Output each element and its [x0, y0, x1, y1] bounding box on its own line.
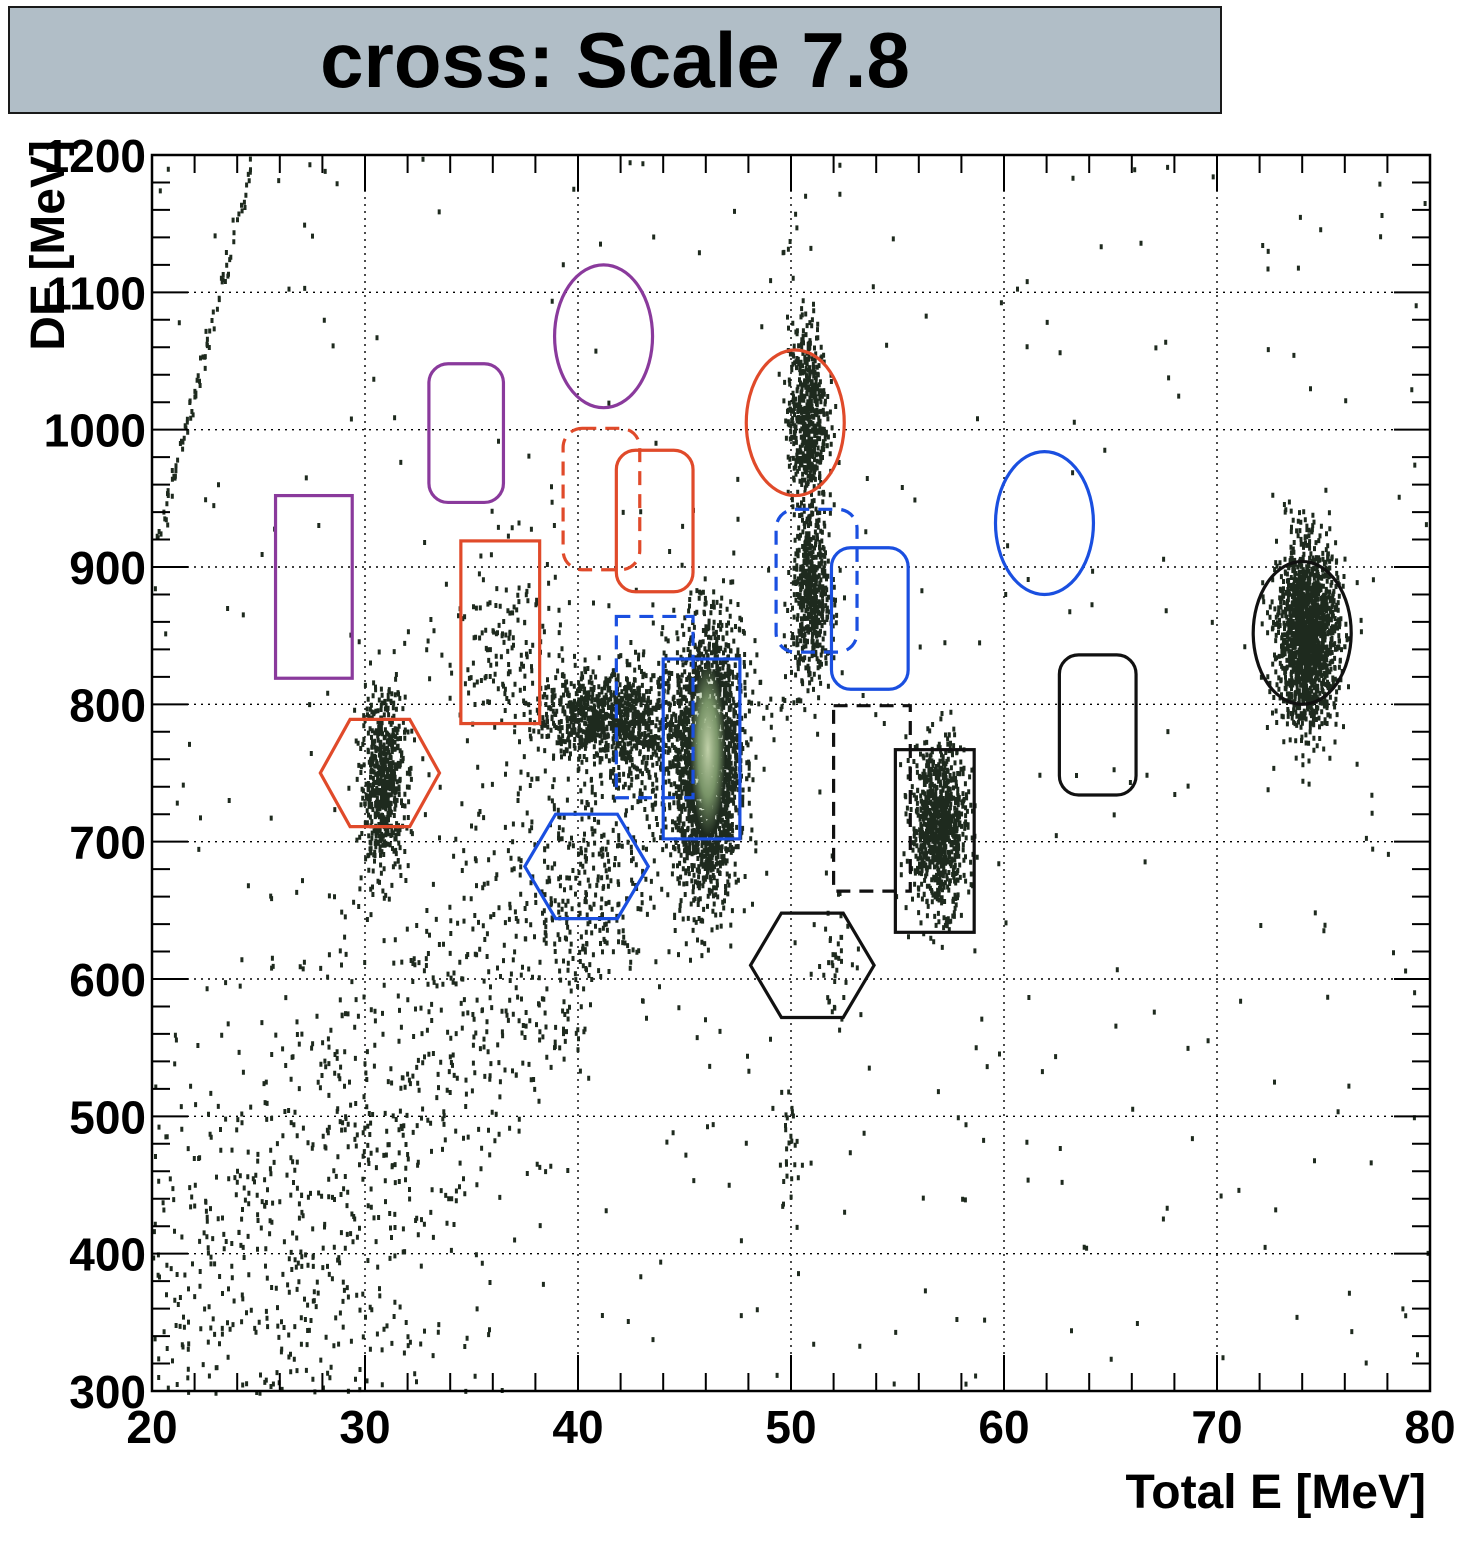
tick-labels: 20 30 40 50 60 70 80 300 400 500 600 700 800 900 1000 1… [44, 130, 1456, 1453]
x-tick-label: 80 [1404, 1401, 1455, 1453]
x-tick-label: 40 [552, 1401, 603, 1453]
gate-hexagon-blue [522, 812, 651, 921]
y-tick-label: 1200 [44, 130, 146, 182]
y-tick-label: 1000 [44, 405, 146, 457]
y-tick-label: 400 [69, 1229, 146, 1281]
gate-roundrect-red [614, 448, 695, 594]
gate-ellipse-black [1251, 559, 1353, 706]
grid-lines [152, 155, 1430, 1391]
y-tick-label: 500 [69, 1091, 146, 1143]
gate-rect-black [893, 748, 976, 934]
x-tick-label: 70 [1191, 1401, 1242, 1453]
y-tick-label: 700 [69, 817, 146, 869]
chart-title-box: cross: Scale 7.8 [8, 6, 1222, 114]
gate-rect-red [459, 539, 542, 726]
gate-roundrect-blue [614, 614, 695, 800]
gate-hexagon-red [318, 717, 442, 829]
data-points [152, 156, 1430, 1396]
y-tick-label: 800 [69, 679, 146, 731]
gate-roundrect-blue [829, 546, 910, 691]
gate-roundrect-blue [774, 507, 859, 654]
gate-ellipse-red [744, 348, 846, 498]
y-axis-title: DE [MeV] [22, 140, 75, 351]
x-tick-label: 60 [978, 1401, 1029, 1453]
x-tick-label: 30 [339, 1401, 390, 1453]
gate-ellipse-purple [552, 263, 655, 410]
gate-roundrect-black [831, 704, 912, 893]
y-tick-label: 600 [69, 954, 146, 1006]
chart-title: cross: Scale 7.8 [320, 15, 910, 104]
y-tick-label: 900 [69, 542, 146, 594]
x-axis-title: Total E [MeV] [1126, 1466, 1426, 1519]
gate-shapes [273, 263, 1353, 1020]
tick-marks [151, 154, 1431, 1392]
event-points [152, 156, 1430, 1396]
gate-roundrect-red [561, 426, 642, 572]
hot-core [690, 663, 726, 835]
y-tick-label: 300 [69, 1366, 146, 1418]
gate-rect-blue [661, 657, 742, 841]
axis-ticks [151, 154, 1431, 1392]
gate-rect-purple [273, 493, 354, 680]
gate-roundrect-black [1057, 653, 1138, 797]
gate-roundrect-purple [427, 362, 506, 505]
gate-hexagon-black [748, 911, 876, 1020]
gate-ellipse-blue [993, 450, 1096, 597]
x-tick-label: 50 [765, 1401, 816, 1453]
y-tick-label: 1100 [46, 267, 146, 319]
x-tick-label: 20 [126, 1401, 177, 1453]
